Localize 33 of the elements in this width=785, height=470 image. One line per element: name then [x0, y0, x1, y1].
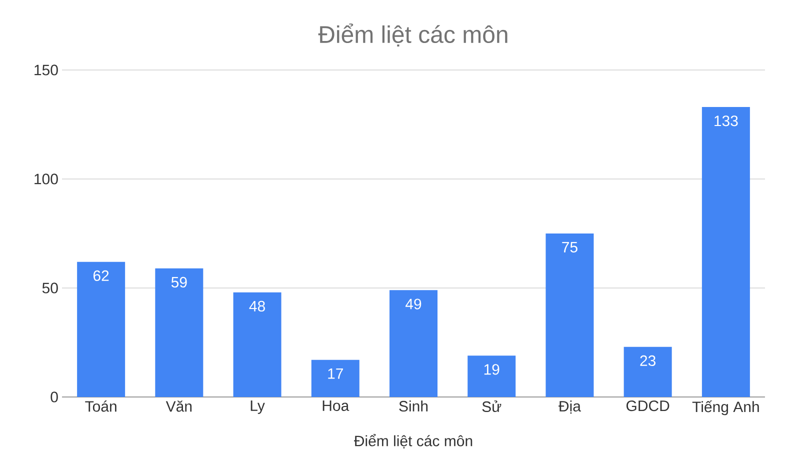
x-axis-title: Điểm liệt các môn	[354, 434, 472, 448]
data-label: 19	[484, 364, 500, 375]
bar	[233, 292, 282, 397]
x-tick-label: Sinh	[399, 400, 428, 412]
x-tick-label: Địa	[558, 400, 581, 414]
chart-title: Điểm liệt các môn	[318, 23, 508, 46]
data-label: 17	[328, 368, 343, 379]
data-label: 59	[171, 276, 187, 288]
y-tick-label: 50	[42, 282, 58, 294]
x-tick-label: Hoa	[322, 400, 350, 411]
data-label: 48	[249, 300, 265, 312]
x-tick-label: Sử	[482, 400, 502, 412]
x-tick-label: Tiếng Anh	[692, 400, 759, 416]
bar	[155, 268, 204, 397]
x-tick-label: GDCD	[626, 400, 670, 412]
data-label: 23	[640, 355, 656, 366]
data-label: 133	[714, 116, 738, 126]
y-tick-label: 0	[50, 392, 58, 402]
data-label: 75	[562, 242, 578, 252]
bar	[624, 346, 672, 397]
data-label: 49	[406, 298, 422, 310]
y-tick-label: 150	[34, 64, 58, 76]
bar	[77, 262, 126, 397]
bar	[389, 290, 438, 397]
x-tick-label: Toán	[85, 400, 116, 412]
data-label: 62	[93, 270, 109, 281]
bar	[702, 107, 750, 397]
bar	[311, 360, 360, 397]
bar	[468, 356, 516, 397]
bar	[546, 233, 594, 397]
y-tick-label: 100	[34, 174, 58, 184]
x-tick-label: Văn	[166, 400, 192, 412]
x-tick-label: Ly	[250, 400, 265, 414]
